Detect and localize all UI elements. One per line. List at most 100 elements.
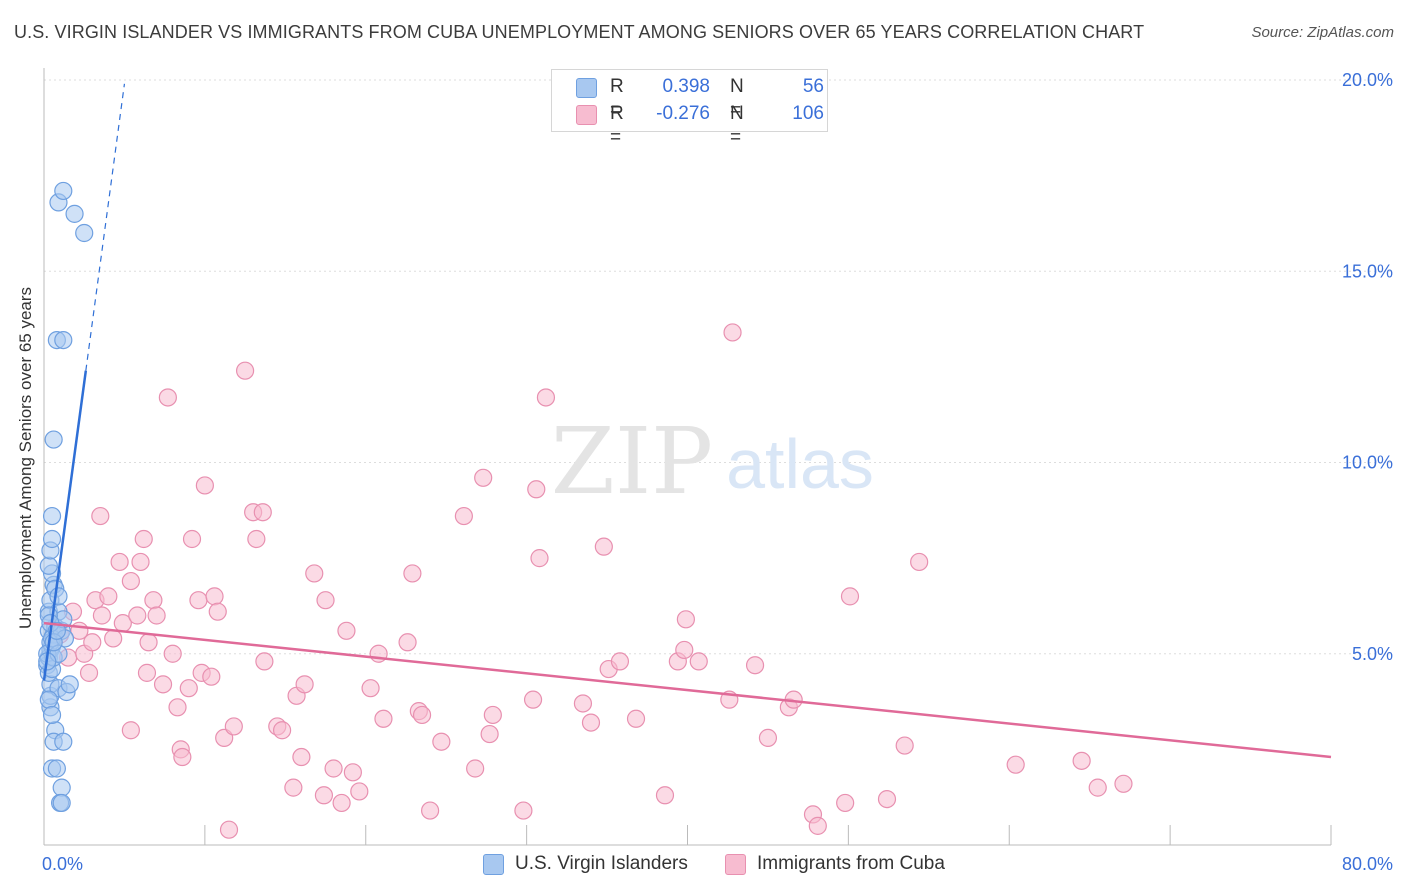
data-point [153,675,173,694]
data-point [131,552,150,572]
data-point [121,721,140,740]
data-point [530,549,549,568]
y-tick-label: 15.0% [1342,261,1393,281]
data-point [54,732,73,751]
watermark-zip: ZIP [551,408,713,515]
data-point [52,793,71,813]
data-point [54,181,73,201]
data-point [840,587,860,606]
data-point [121,571,140,591]
legend-n-value: 106 [792,103,824,124]
data-point [689,652,708,671]
data-point [205,587,224,606]
data-point [47,759,66,778]
series-us-virgin-islanders [38,181,94,813]
data-point [255,652,274,671]
data-point [110,552,129,572]
data-point [361,679,380,698]
data-point [224,717,243,736]
data-point [137,663,157,682]
legend-n-value: 56 [802,76,824,97]
data-point [284,778,303,797]
chart-title: U.S. VIRGIN ISLANDER VS IMMIGRANTS FROM … [14,22,1145,42]
legend-r-value: -0.276 [656,103,710,124]
data-point [42,506,62,526]
data-point [454,506,473,526]
data-point [836,793,855,813]
data-point [676,610,695,629]
legend-swatch-cuba [576,105,597,125]
data-point [314,786,334,805]
data-point [305,564,324,583]
data-point [163,644,182,663]
data-point [808,816,827,835]
legend-swatch-virgin-islanders [483,854,504,875]
trend-lines [42,83,1332,759]
data-point [44,430,63,449]
data-point [723,323,742,342]
data-point [144,591,163,610]
data-point [195,476,214,495]
legend-swatch-virgin-islanders [576,78,597,98]
data-point [466,759,485,778]
data-point [134,529,153,549]
data-point [295,675,314,694]
data-point [179,679,198,698]
data-point [536,388,556,407]
data-point [1114,774,1133,793]
data-point [128,606,147,625]
data-point [337,621,356,640]
data-point [139,633,158,652]
data-point [39,556,58,575]
data-point [374,709,393,728]
legend-r-label: R = [610,76,624,121]
data-point [523,690,543,709]
data-point [398,633,417,652]
data-point [189,591,208,610]
data-point [104,629,123,648]
data-point [47,621,66,640]
watermark: ZIP atlas [551,408,874,515]
data-point [527,480,546,499]
data-point [412,705,432,725]
data-point [910,552,929,572]
data-point [332,793,351,813]
data-point [49,587,68,606]
data-point [42,705,62,725]
data-point [877,789,897,809]
data-point [208,602,227,621]
data-point [92,606,112,625]
data-point [42,529,62,549]
legend-label: Immigrants from Cuba [757,853,945,874]
data-point [895,736,914,755]
data-point [65,204,84,223]
tick-labels: 5.0% 10.0% 15.0% 20.0% 0.0% 80.0% [42,70,1393,874]
data-point [202,667,221,686]
data-point [514,801,533,820]
y-tick-label: 20.0% [1342,70,1393,90]
data-point [253,503,272,522]
data-point [247,529,266,549]
data-point [39,690,58,709]
legend-r-label: R = [610,103,624,148]
data-point [480,724,499,744]
data-point [158,388,177,407]
data-point [83,633,102,652]
series-immigrants-from-cuba [50,323,1133,839]
data-point [79,663,99,682]
data-point [403,564,422,583]
data-point [483,705,502,725]
data-point [581,713,601,732]
data-point [421,801,440,820]
legend-r-value: 0.398 [662,76,710,97]
data-point [573,694,593,713]
data-point [675,640,694,660]
data-point [235,361,255,380]
data-point [474,468,493,487]
data-point [745,656,765,675]
data-point [1072,751,1091,770]
data-point [350,782,369,801]
data-point [758,728,778,748]
data-point [292,747,311,767]
